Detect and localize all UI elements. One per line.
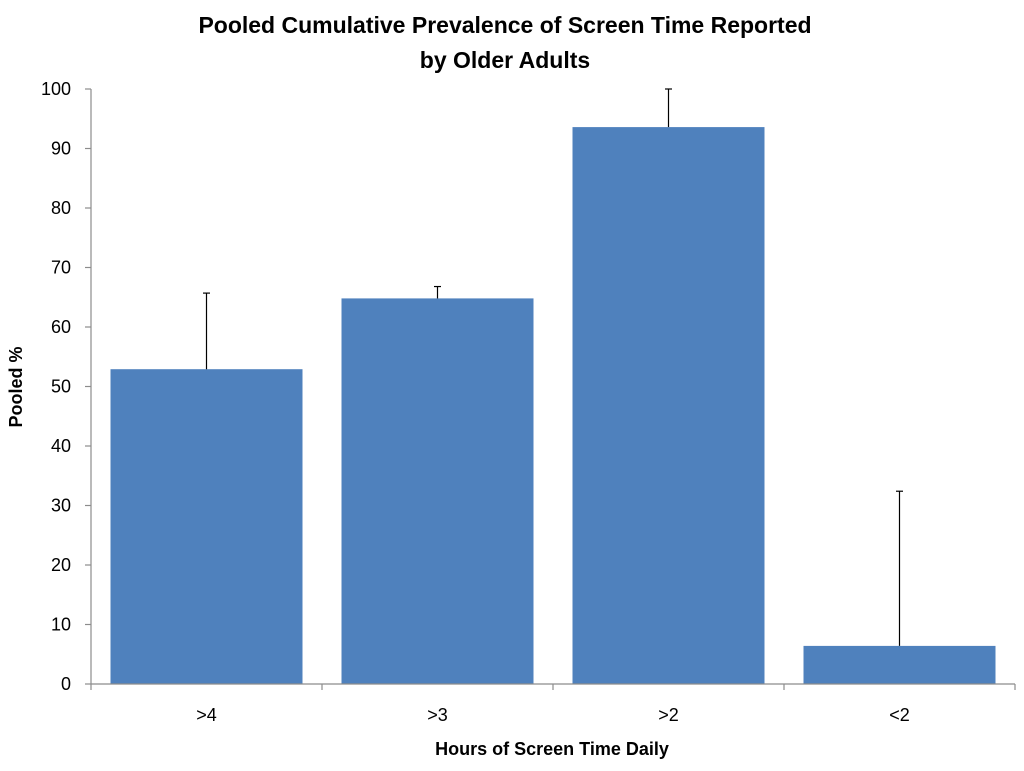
x-tick-label-1: >3 [427, 705, 448, 725]
y-tick-label-0: 0 [61, 674, 71, 694]
y-tick-label-1: 10 [51, 615, 71, 635]
x-tick-label-2: >2 [658, 705, 679, 725]
y-tick-label-2: 20 [51, 555, 71, 575]
y-tick-label-10: 100 [41, 79, 71, 99]
chart-title-line-1: Pooled Cumulative Prevalence of Screen T… [198, 12, 811, 38]
bar-2 [572, 127, 765, 685]
chart-title-line-2: by Older Adults [420, 47, 590, 73]
y-tick-label-4: 40 [51, 436, 71, 456]
x-tick-label-0: >4 [196, 705, 217, 725]
y-tick-label-6: 60 [51, 317, 71, 337]
y-tick-label-8: 80 [51, 198, 71, 218]
y-tick-label-5: 50 [51, 377, 71, 397]
y-tick-label-9: 90 [51, 139, 71, 159]
bar-0 [110, 369, 303, 684]
x-tick-label-3: <2 [889, 705, 910, 725]
bar-3 [803, 645, 996, 684]
y-axis-label: Pooled % [6, 346, 26, 427]
plot-area: 0 10 20 30 40 50 60 70 80 90 100 >4 >3 >2 <2 [41, 79, 1016, 725]
y-tick-label-7: 70 [51, 258, 71, 278]
x-axis-label: Hours of Screen Time Daily [435, 739, 669, 759]
y-tick-label-3: 30 [51, 496, 71, 516]
bar-1 [341, 298, 534, 684]
